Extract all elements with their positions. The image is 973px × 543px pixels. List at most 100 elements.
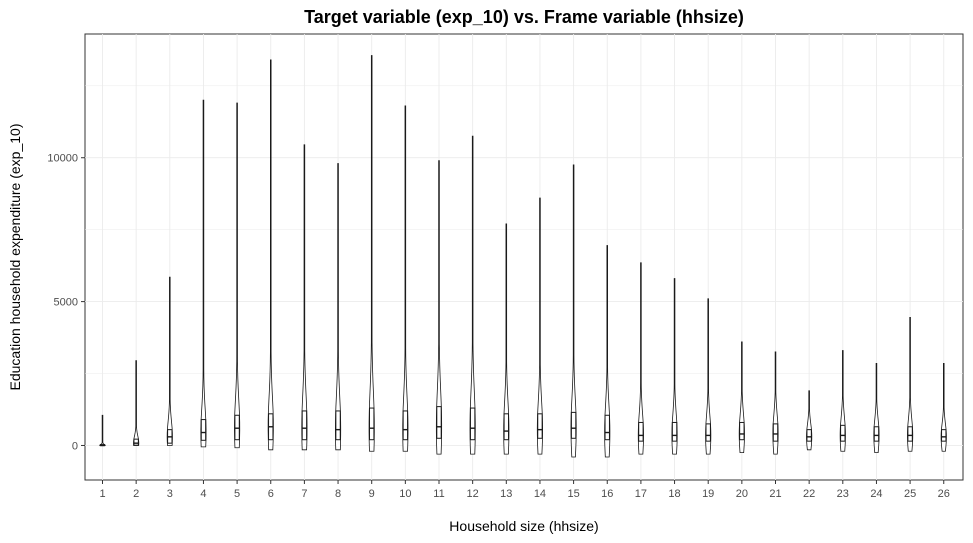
x-tick-label: 13 <box>500 488 512 500</box>
x-tick-label: 10 <box>399 488 411 500</box>
x-tick-label: 12 <box>467 488 479 500</box>
x-tick-label: 2 <box>133 488 139 500</box>
box <box>907 426 913 442</box>
violin-group <box>705 298 712 455</box>
violin-group <box>738 341 745 454</box>
box <box>200 419 207 441</box>
x-tick-label: 23 <box>837 488 849 500</box>
violin <box>637 262 644 455</box>
violin-group <box>570 164 577 458</box>
x-tick-label: 26 <box>938 488 950 500</box>
plot-panel <box>84 33 964 481</box>
x-tick-label: 21 <box>769 488 781 500</box>
x-tick-label: 18 <box>668 488 680 500</box>
box <box>806 429 812 442</box>
violin <box>907 317 914 452</box>
violin-group <box>368 55 375 452</box>
violin-group <box>301 144 308 451</box>
x-tick-label: 16 <box>601 488 613 500</box>
violin-group <box>166 276 173 446</box>
violin <box>166 276 173 446</box>
violin <box>133 360 140 446</box>
violin <box>536 197 544 455</box>
x-tick-label: 20 <box>736 488 748 500</box>
box <box>301 410 308 441</box>
violin <box>267 59 274 451</box>
x-tick-label: 19 <box>702 488 714 500</box>
violin <box>402 105 409 452</box>
x-tick-label: 1 <box>99 488 105 500</box>
violin-group <box>873 363 880 454</box>
box <box>402 410 409 441</box>
violin <box>469 135 476 455</box>
violin-group <box>234 102 241 449</box>
x-tick-label: 6 <box>268 488 274 500</box>
violin <box>705 298 712 455</box>
x-tick-label: 11 <box>433 488 444 500</box>
violin <box>671 278 678 455</box>
box <box>537 413 543 439</box>
violin <box>604 245 611 458</box>
x-tick-label: 17 <box>635 488 647 500</box>
violin-group <box>503 223 510 455</box>
box <box>234 414 240 441</box>
box <box>570 411 577 439</box>
box <box>671 421 678 442</box>
x-axis-title: Household size (hhsize) <box>449 518 598 534</box>
x-tick-label: 22 <box>803 488 815 500</box>
box <box>772 423 779 442</box>
box <box>705 423 711 442</box>
violin <box>435 160 443 455</box>
x-tick-label: 8 <box>335 488 341 500</box>
violin-group <box>806 390 813 451</box>
box <box>941 429 947 442</box>
violin-group <box>536 197 544 455</box>
box <box>873 426 880 442</box>
violin-group <box>940 363 947 452</box>
x-tick-label: 9 <box>369 488 375 500</box>
box <box>436 406 442 439</box>
violin-group <box>200 99 207 448</box>
violin-group <box>604 245 611 458</box>
box <box>133 438 139 446</box>
y-axis: 0 5000 10000 <box>47 153 85 452</box>
violin-group <box>267 59 274 451</box>
box <box>840 424 846 442</box>
y-axis-title: Education household expenditure (exp_10) <box>7 124 23 391</box>
violin <box>99 414 106 446</box>
violin <box>570 164 577 458</box>
x-axis: 1 2 3 4 5 6 7 8 9 10 11 12 13 14 15 16 17 18 19 20 21 22 23 24 2… <box>99 480 950 500</box>
violin-group <box>637 262 644 455</box>
violin <box>301 144 308 451</box>
violin-group <box>469 135 476 455</box>
violin-group <box>907 317 914 452</box>
x-tick-label: 3 <box>167 488 173 500</box>
violin <box>334 163 342 451</box>
violin-group <box>133 360 140 446</box>
x-tick-label: 25 <box>904 488 916 500</box>
box <box>369 407 375 441</box>
box <box>503 413 510 441</box>
x-tick-label: 24 <box>870 488 882 500</box>
box <box>739 421 745 441</box>
violin-group <box>402 105 409 452</box>
box <box>469 407 476 441</box>
violin-group <box>334 163 342 451</box>
violin-group <box>435 160 443 455</box>
y-tick-label: 5000 <box>54 297 78 309</box>
x-tick-label: 5 <box>234 488 240 500</box>
x-tick-label: 14 <box>534 488 546 500</box>
box <box>638 421 644 442</box>
violin <box>200 99 207 448</box>
y-tick-label: 0 <box>72 440 78 452</box>
violin <box>234 102 241 449</box>
chart-title: Target variable (exp_10) vs. Frame varia… <box>304 7 744 27</box>
violin-group <box>671 278 678 455</box>
x-tick-label: 4 <box>200 488 206 500</box>
violin-group <box>839 350 846 452</box>
violin-group <box>772 351 779 455</box>
x-tick-label: 15 <box>567 488 579 500</box>
box <box>604 414 610 441</box>
x-tick-label: 7 <box>301 488 307 500</box>
